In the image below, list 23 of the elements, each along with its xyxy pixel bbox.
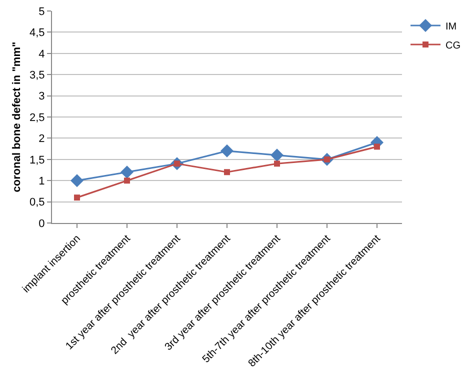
- point: [70, 174, 84, 188]
- y-tick-label: 0,5: [30, 196, 45, 209]
- point: [374, 144, 380, 150]
- point: [224, 169, 230, 176]
- y-tick-label: 1: [38, 175, 45, 188]
- y-tick-label: 3,5: [30, 69, 45, 82]
- legend-label: CG: [446, 40, 461, 52]
- point: [124, 178, 130, 184]
- y-tick-label: 2,5: [30, 112, 45, 124]
- y-tick-label: 2: [38, 133, 45, 146]
- point: [120, 166, 134, 179]
- y-tick-label: 0: [38, 218, 45, 230]
- point: [270, 148, 284, 162]
- legend-label: IM: [446, 21, 457, 32]
- y-tick-label: 1,5: [30, 154, 45, 166]
- y-tick-label: 4,5: [30, 27, 45, 40]
- y-tick-label: 5: [38, 6, 45, 18]
- point: [220, 144, 234, 158]
- y-tick-label: 4: [38, 48, 45, 60]
- y-axis-title: coronal bone defect in "mm": [11, 42, 24, 192]
- y-tick-label: 3: [38, 90, 45, 103]
- point: [74, 194, 80, 201]
- point: [274, 160, 280, 167]
